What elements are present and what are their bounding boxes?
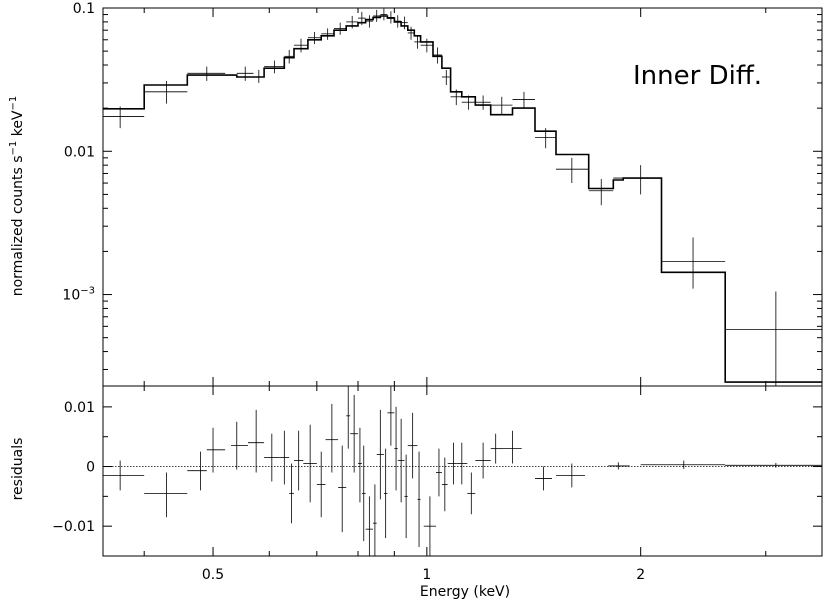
- residual-data-point: [435, 448, 442, 497]
- spectrum-data-point: [407, 26, 415, 40]
- spectrum-data-point: [253, 69, 265, 83]
- resid-y-tick-label: −0.01: [52, 519, 95, 535]
- residual-data-point: [387, 386, 395, 446]
- residual-data-point: [404, 454, 408, 539]
- residual-data-point: [535, 466, 552, 491]
- spectrum-y-tick-label: 0.01: [64, 144, 95, 160]
- ylabel-sup-2: −1: [8, 96, 19, 111]
- residual-data-point: [373, 484, 377, 556]
- residual-data-point: [503, 430, 522, 464]
- residual-data-point: [365, 496, 374, 556]
- spectrum-data-point: [346, 15, 359, 29]
- spectrum-data-point: [236, 66, 254, 81]
- residual-data-point: [407, 412, 418, 479]
- spectrum-data-point: [512, 91, 536, 109]
- residual-data-point: [279, 430, 290, 485]
- spectrum-data-point: [450, 89, 462, 106]
- x-axis-title: Energy (keV): [420, 584, 510, 600]
- x-tick-label: 1: [422, 567, 431, 583]
- residual-data-point: [441, 457, 448, 512]
- tick-exponent: −3: [80, 286, 95, 297]
- residual-data-point: [303, 424, 317, 503]
- spectrum-data-point: [432, 47, 442, 64]
- spectrum-data-point: [264, 60, 285, 74]
- spectrum-data-point: [725, 291, 822, 386]
- residual-data-point: [264, 433, 280, 482]
- residual-data-point: [640, 460, 726, 469]
- residual-data-point: [358, 427, 362, 503]
- residual-data-point: [361, 445, 366, 542]
- spectrum-data-point: [333, 22, 347, 35]
- residual-data-point: [187, 451, 207, 491]
- spectrum-data-point: [535, 128, 557, 149]
- spectrum-data-point: [414, 35, 421, 49]
- spectrum-y-tick-label: 0.1: [73, 1, 95, 17]
- residual-data-point: [103, 460, 145, 491]
- residual-data-point: [467, 472, 476, 515]
- spectrum-data-point: [394, 15, 402, 28]
- spectrum-data-point: [661, 237, 726, 289]
- residuals-panel-frame: [102, 385, 823, 557]
- x-tick-label: 2: [636, 567, 645, 583]
- residual-data-point: [490, 433, 504, 464]
- spectrum-data-point: [187, 66, 226, 81]
- spectrum-data-point: [588, 179, 614, 206]
- spectrum-data-point: [556, 157, 589, 184]
- ylabel-sup-1: −1: [8, 141, 19, 156]
- spectrum-y-axis-title: normalized counts s−1 keV−1: [8, 96, 26, 297]
- x-tick-label: 0.5: [202, 567, 224, 583]
- residual-data-point: [316, 451, 326, 518]
- spectrum-data-point: [358, 11, 366, 26]
- spectrum-data-point: [401, 16, 408, 30]
- spectrum-data-point: [365, 15, 374, 28]
- spectrum-data-point: [490, 96, 513, 115]
- residuals-y-axis-title: residuals: [10, 438, 26, 501]
- residual-data-point: [206, 427, 226, 473]
- residual-data-point: [247, 409, 265, 473]
- residual-data-point: [456, 442, 468, 485]
- residual-data-point: [397, 418, 405, 503]
- residual-data-point: [144, 472, 188, 518]
- spectrum-data-point: [321, 28, 334, 40]
- spectrum-data-point: [441, 69, 451, 86]
- spectrum-data-point: [387, 11, 395, 24]
- residual-data-point: [725, 462, 822, 468]
- spectrum-data-point: [420, 38, 433, 53]
- residual-data-point: [346, 386, 351, 449]
- spectrum-data-point: [380, 8, 388, 21]
- spectrum-data-point: [284, 49, 294, 64]
- spectrum-data-point: [307, 31, 322, 45]
- residual-data-point: [383, 448, 388, 539]
- residual-data-point: [556, 463, 586, 488]
- spectrum-data-point: [475, 95, 491, 110]
- residual-data-point: [394, 406, 398, 491]
- spectrum-y-tick-label: 10−3: [62, 286, 95, 304]
- residual-data-point: [376, 409, 384, 500]
- residual-data-point: [608, 462, 630, 470]
- residual-data-point: [289, 463, 294, 524]
- tick-base: 10: [62, 288, 80, 304]
- residual-data-point: [417, 451, 421, 548]
- residual-data-point: [447, 442, 457, 485]
- resid-y-tick-label: 0.01: [64, 400, 95, 416]
- residual-data-point: [423, 496, 436, 556]
- spectrum-data-point: [373, 9, 381, 22]
- residual-data-point: [231, 421, 248, 470]
- residual-data-point: [338, 445, 347, 533]
- residual-data-point: [475, 442, 491, 479]
- residual-data-point: [293, 430, 304, 491]
- spectrum-data-point: [293, 38, 308, 53]
- spectrum-data-point: [103, 106, 145, 129]
- residual-data-point: [325, 403, 339, 473]
- spectrum-data-point: [144, 80, 188, 104]
- resid-y-tick-label: 0: [86, 460, 95, 476]
- spectrum-data-point: [613, 165, 662, 195]
- inner-diff-annotation: Inner Diff.: [633, 61, 762, 91]
- ylabel-mid: keV: [10, 110, 26, 141]
- residual-data-point: [350, 394, 359, 473]
- spectrum-data-point: [461, 95, 476, 110]
- ylabel-main: normalized counts s: [10, 155, 26, 296]
